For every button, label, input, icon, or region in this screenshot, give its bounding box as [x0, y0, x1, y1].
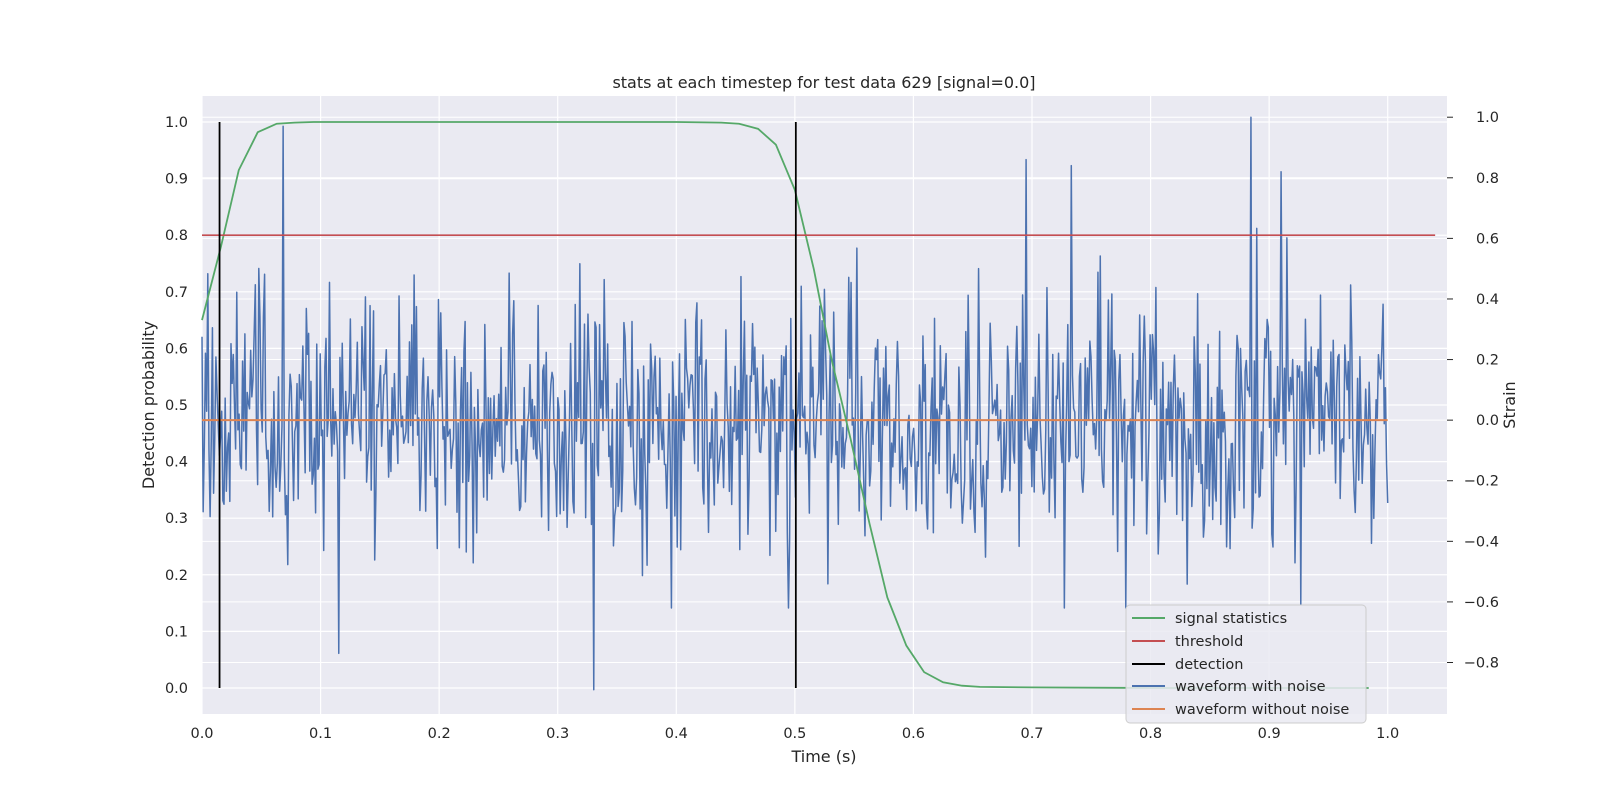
x-tick-label: 0.6	[902, 726, 925, 742]
x-axis-label: Time (s)	[790, 747, 856, 766]
y-right-tick-label: 1.0	[1476, 110, 1499, 126]
x-tick-label: 0.8	[1139, 726, 1162, 742]
y-left-tick-label: 0.8	[165, 228, 188, 244]
y-left-tick-label: 0.7	[165, 285, 188, 301]
y-right-tick-label: 0.2	[1476, 353, 1499, 369]
series-waveform-with-noise	[201, 116, 1389, 691]
y-left-tick-label: 0.9	[165, 172, 188, 188]
legend-entry-detection: detection	[1132, 657, 1243, 673]
x-tick-label: 0.4	[665, 726, 688, 742]
legend-entry-waveform-without-noise: waveform without noise	[1132, 702, 1349, 718]
series-layer	[201, 116, 1436, 691]
x-tick-label: 0.2	[428, 726, 451, 742]
y-axis-right-label: Strain	[1500, 381, 1519, 428]
x-tick-label: 0.3	[546, 726, 569, 742]
y-left-tick-label: 0.6	[165, 341, 188, 357]
chart-title: stats at each timestep for test data 629…	[612, 73, 1035, 92]
y-right-tick-label: −0.4	[1464, 534, 1499, 550]
y-left-tick-label: 0.2	[165, 568, 188, 584]
y-left-tick-label: 1.0	[165, 115, 188, 131]
x-tick-label: 1.0	[1376, 726, 1399, 742]
y-right-tick-label: 0.8	[1476, 171, 1499, 187]
x-tick-label: 0.0	[190, 726, 213, 742]
x-tick-label: 0.5	[783, 726, 806, 742]
legend-label-detection: detection	[1175, 657, 1243, 673]
legend-entry-waveform-with-noise: waveform with noise	[1132, 679, 1326, 695]
y-right-tick-label: 0.6	[1476, 231, 1499, 247]
y-left-tick-label: 0.3	[165, 511, 188, 527]
legend-label-waveform-without-noise: waveform without noise	[1175, 702, 1349, 718]
y-right-tick-label: 0.4	[1476, 292, 1499, 308]
legend-entry-signal-statistics: signal statistics	[1132, 611, 1287, 627]
legend-label-waveform-with-noise: waveform with noise	[1175, 679, 1326, 695]
y-axis-left-label: Detection probability	[139, 321, 158, 489]
y-left-tick-label: 0.0	[165, 681, 188, 697]
y-right-tick-label: −0.2	[1464, 474, 1499, 490]
legend-label-signal-statistics: signal statistics	[1175, 611, 1287, 627]
series-signal-statistics	[201, 121, 1369, 689]
y-right-tick-label: −0.6	[1464, 595, 1499, 611]
legend-entry-threshold: threshold	[1132, 634, 1243, 650]
x-tick-label: 0.9	[1258, 726, 1281, 742]
y-right-tick-label: 0.0	[1476, 413, 1499, 429]
ticks-layer: 0.0 0.1 0.2 0.3 0.4 0.5 0.6 0.7 0.8 0.9 1.0 0.0 0.1 0…	[165, 110, 1499, 742]
y-left-tick-label: 0.5	[165, 398, 188, 414]
x-tick-label: 0.7	[1020, 726, 1043, 742]
legend-label-threshold: threshold	[1175, 634, 1243, 650]
x-tick-label: 0.1	[309, 726, 332, 742]
y-left-tick-label: 0.1	[165, 624, 188, 640]
legend: signal statistics threshold detection wa…	[1125, 604, 1367, 724]
y-right-tick-label: −0.8	[1464, 656, 1499, 672]
legend-box	[1125, 604, 1367, 724]
y-left-tick-label: 0.4	[165, 455, 188, 471]
